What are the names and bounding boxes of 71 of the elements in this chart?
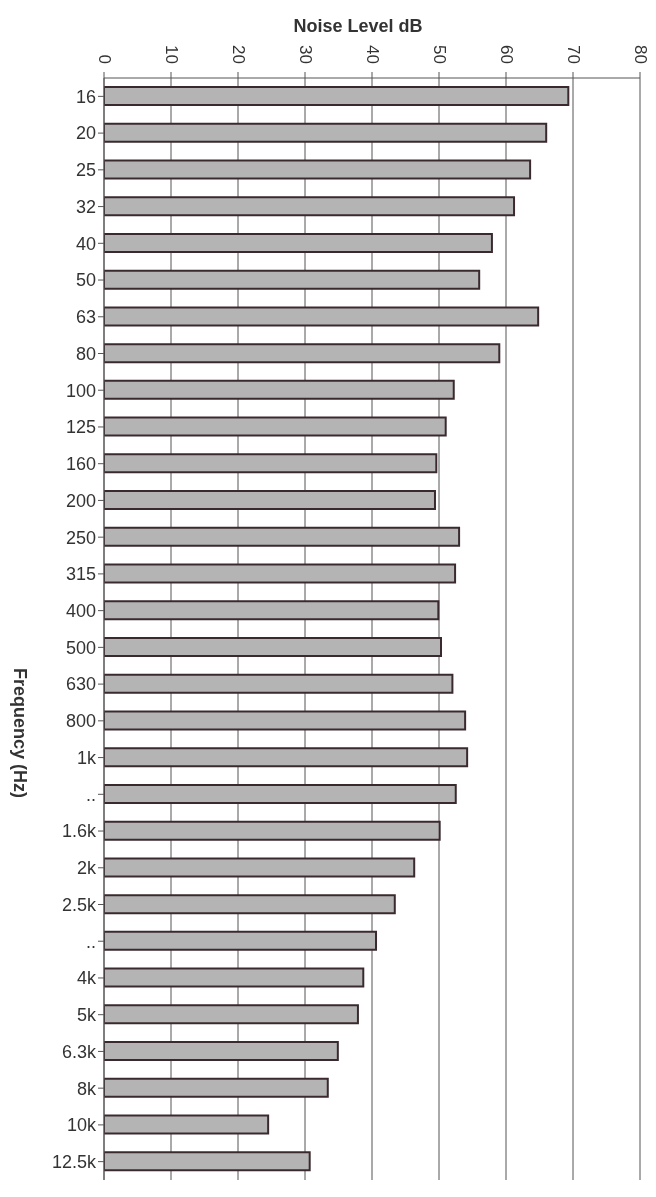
y-tick-label: 32: [75, 196, 96, 217]
x-tick-label: 80: [630, 45, 650, 64]
y-tick-label: 630: [65, 674, 96, 695]
bar: [104, 122, 548, 143]
y-tick-label: 2.5k: [61, 894, 97, 915]
y-tick-label: 4k: [76, 968, 97, 989]
y-tick-label: 12.5k: [51, 1152, 97, 1173]
y-tick-label: 50: [75, 270, 96, 291]
x-tick-label: 0: [94, 54, 114, 64]
y-tick-label: 160: [65, 454, 96, 475]
bar: [104, 637, 443, 657]
x-tick-label: 20: [228, 45, 248, 64]
bar: [104, 416, 447, 437]
bar: [104, 1151, 311, 1172]
y-axis-title: Frequency (Hz): [9, 668, 30, 799]
x-tick-label: 70: [563, 45, 583, 64]
bar: [104, 710, 467, 731]
bar: [104, 269, 481, 290]
y-tick-label: 8k: [76, 1078, 97, 1099]
y-tick-label: 80: [75, 343, 96, 364]
y-tick-label: 10k: [66, 1115, 97, 1136]
y-tick-label: 100: [65, 380, 96, 401]
bar: [104, 820, 441, 841]
bar: [104, 232, 493, 253]
x-axis-title: Noise Level dB: [292, 16, 424, 37]
x-tick-label: 50: [429, 45, 449, 64]
y-tick-label: ..: [85, 784, 96, 805]
y-tick-label: 1.6k: [61, 821, 97, 842]
x-tick-label: 10: [161, 45, 181, 64]
bar: [104, 930, 378, 951]
bar: [104, 894, 396, 915]
bar: [104, 967, 365, 988]
bar: [104, 1004, 359, 1025]
bar: [104, 196, 516, 217]
x-tick-label: 30: [295, 45, 315, 64]
bar: [104, 86, 570, 106]
bar: [104, 1041, 339, 1062]
x-tick-label: 40: [362, 45, 382, 64]
x-tick-label: 60: [496, 45, 516, 64]
y-tick-label: 1k: [76, 747, 97, 768]
bar: [104, 306, 540, 327]
bar: [104, 159, 532, 180]
y-tick-label: 20: [75, 123, 96, 144]
bar: [104, 453, 438, 474]
y-tick-label: 2k: [76, 858, 97, 879]
y-tick-label: 125: [65, 417, 96, 438]
y-tick-label: 315: [65, 564, 96, 585]
bar: [104, 747, 469, 768]
y-tick-label: 800: [65, 711, 96, 732]
bar: [104, 490, 436, 511]
y-tick-label: 63: [75, 307, 96, 328]
y-tick-label: 250: [65, 527, 96, 548]
y-tick-label: 500: [65, 637, 96, 658]
y-tick-label: 25: [75, 160, 96, 181]
y-tick-label: 400: [65, 601, 96, 622]
bar: [104, 600, 440, 621]
y-tick-label: 5k: [76, 1005, 97, 1026]
bar: [104, 673, 454, 694]
y-tick-label: 16: [75, 86, 96, 107]
y-tick-label: ..: [85, 931, 96, 952]
bar: [104, 563, 457, 584]
y-tick-label: 200: [65, 490, 96, 511]
bar: [104, 1114, 270, 1135]
y-tick-label: 6.3k: [61, 1041, 97, 1062]
bar: [104, 343, 501, 364]
y-tick-label: 40: [75, 233, 96, 254]
bar: [104, 1077, 329, 1098]
bar: [104, 783, 457, 804]
bar: [104, 526, 461, 547]
bar: [104, 379, 455, 400]
bar: [104, 857, 416, 878]
